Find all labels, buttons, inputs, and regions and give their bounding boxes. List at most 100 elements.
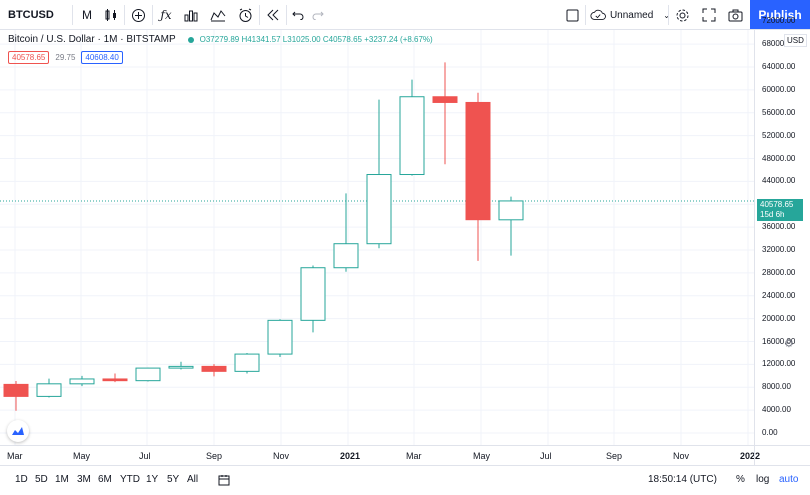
sell-price-badge[interactable]: 40578.65 (8, 51, 50, 64)
candle-up (36, 383, 62, 397)
time-tick-label: Jul (139, 451, 151, 461)
axis-corner (754, 445, 810, 465)
price-tick-label: 68000.00 (762, 39, 796, 49)
price-tick-label: 60000.00 (762, 84, 796, 94)
top-toolbar: BTCUSD M ƒx Unnamed ⌄ (0, 0, 810, 30)
price-tick-label: 44000.00 (762, 176, 796, 186)
time-tick-label: 2021 (340, 451, 361, 461)
candle-up (366, 174, 392, 245)
range-button-6m[interactable]: 6M (98, 474, 112, 485)
price-tick-label: 48000.00 (762, 153, 796, 163)
candle-down (102, 378, 128, 382)
percent-toggle[interactable]: % (736, 474, 745, 485)
candle-down (201, 365, 227, 372)
templates-icon[interactable] (209, 0, 227, 30)
range-button-all[interactable]: All (187, 474, 199, 485)
clock-display[interactable]: 18:50:14 (UTC) (648, 474, 717, 485)
price-tick-label: 4000.00 (762, 405, 791, 415)
compare-add-icon[interactable] (129, 0, 147, 30)
time-tick-label: Jul (540, 451, 552, 461)
candle-up (333, 243, 359, 269)
time-tick-label: Sep (606, 451, 623, 461)
financials-icon[interactable] (182, 0, 200, 30)
redo-icon[interactable] (310, 0, 326, 30)
candle-up (234, 353, 260, 372)
price-tick-label: 52000.00 (762, 130, 796, 140)
range-button-3m[interactable]: 3M (77, 474, 91, 485)
undo-icon[interactable] (290, 0, 306, 30)
candle-up (267, 319, 293, 355)
chart-name: Unnamed (609, 9, 654, 21)
fullscreen-icon[interactable] (700, 0, 718, 30)
candle-up (498, 200, 524, 221)
separator (259, 5, 260, 25)
camera-icon[interactable] (726, 0, 744, 30)
time-axis[interactable]: Mar May Jul Sep Nov 2021 Mar May Jul Sep Nov 2022 (0, 445, 760, 465)
fullscreen-select-icon[interactable] (563, 0, 581, 30)
price-tick-label: 0.00 (762, 428, 778, 437)
price-chart[interactable] (0, 30, 754, 445)
price-tick-label: 36000.00 (762, 222, 796, 232)
market-status-icon (187, 36, 194, 43)
time-tick-label: Mar (406, 451, 422, 461)
range-button-5y[interactable]: 5Y (167, 474, 180, 485)
series-title: Bitcoin / U.S. Dollar · 1M · BITSTAMP (8, 34, 176, 45)
separator (668, 5, 669, 25)
replay-icon[interactable] (264, 0, 282, 30)
range-button-1y[interactable]: 1Y (146, 474, 159, 485)
time-tick-label: Mar (7, 451, 23, 461)
chevron-down-icon: ⌄ (663, 10, 670, 20)
separator (286, 5, 287, 25)
price-tick-label: 8000.00 (762, 382, 791, 392)
range-button-ytd[interactable]: YTD (120, 474, 140, 485)
candle-down (432, 96, 458, 103)
axis-settings-icon[interactable]: ⚙ (784, 338, 794, 350)
cloud-check-icon (590, 9, 606, 20)
candle-up (69, 378, 95, 385)
current-price-label: 40578.65 15d 6h (757, 199, 803, 221)
candle-up (135, 367, 161, 382)
tradingview-logo-icon[interactable] (7, 420, 29, 442)
time-tick-label: Nov (273, 451, 290, 461)
candle-down (3, 383, 29, 397)
separator (585, 5, 586, 25)
calendar-icon[interactable] (218, 474, 230, 489)
range-button-1m[interactable]: 1M (55, 474, 69, 485)
price-tick-label: 24000.00 (762, 290, 796, 300)
ohlc-values: O37279.89 H41341.57 L31025.00 C40578.65 … (199, 35, 433, 44)
separator (152, 5, 153, 25)
price-tick-label: 72000.00 (762, 16, 796, 26)
bottom-toolbar: 1D 5D 1M 3M 6M YTD 1Y 5Y All 18:50:14 (UTC) % lo… (0, 465, 810, 495)
candles-icon[interactable] (102, 0, 120, 30)
spread-value: 29.75 (55, 53, 76, 62)
chart-legend: Bitcoin / U.S. Dollar · 1M · BITSTAMP O3… (8, 34, 433, 45)
symbol-search[interactable]: BTCUSD (8, 9, 54, 21)
candle-down (465, 101, 491, 221)
price-axis[interactable]: 72000.00 68000.00 64000.00 60000.00 56000.00… (754, 16, 810, 445)
currency-label[interactable]: USD (784, 34, 807, 47)
current-price-value: 40578.65 (760, 200, 794, 209)
time-tick-label: 2022 (740, 451, 761, 461)
candle-up (399, 96, 425, 176)
price-tick-label: 28000.00 (762, 267, 796, 277)
price-tick-label: 16000.00 (762, 336, 796, 346)
time-tick-label: May (73, 451, 91, 461)
time-tick-label: Sep (206, 451, 223, 461)
candle-up (300, 267, 326, 321)
separator (124, 5, 125, 25)
auto-toggle[interactable]: auto (779, 474, 799, 485)
interval-button[interactable]: M (82, 8, 92, 22)
trade-badges: 40578.65 29.75 40608.40 (8, 51, 123, 64)
indicators-icon[interactable]: ƒx (160, 8, 172, 22)
price-tick-label: 12000.00 (762, 359, 796, 369)
publish-button[interactable]: Publish (750, 0, 810, 29)
gear-icon[interactable] (673, 0, 691, 30)
layout-menu[interactable]: Unnamed ⌄ (590, 0, 670, 30)
separator (72, 5, 73, 25)
buy-price-badge[interactable]: 40608.40 (81, 51, 123, 64)
log-toggle[interactable]: log (756, 474, 770, 485)
alert-clock-icon[interactable] (236, 0, 254, 30)
bar-countdown: 15d 6h (760, 210, 785, 219)
range-button-5d[interactable]: 5D (35, 474, 48, 485)
range-button-1d[interactable]: 1D (15, 474, 28, 485)
